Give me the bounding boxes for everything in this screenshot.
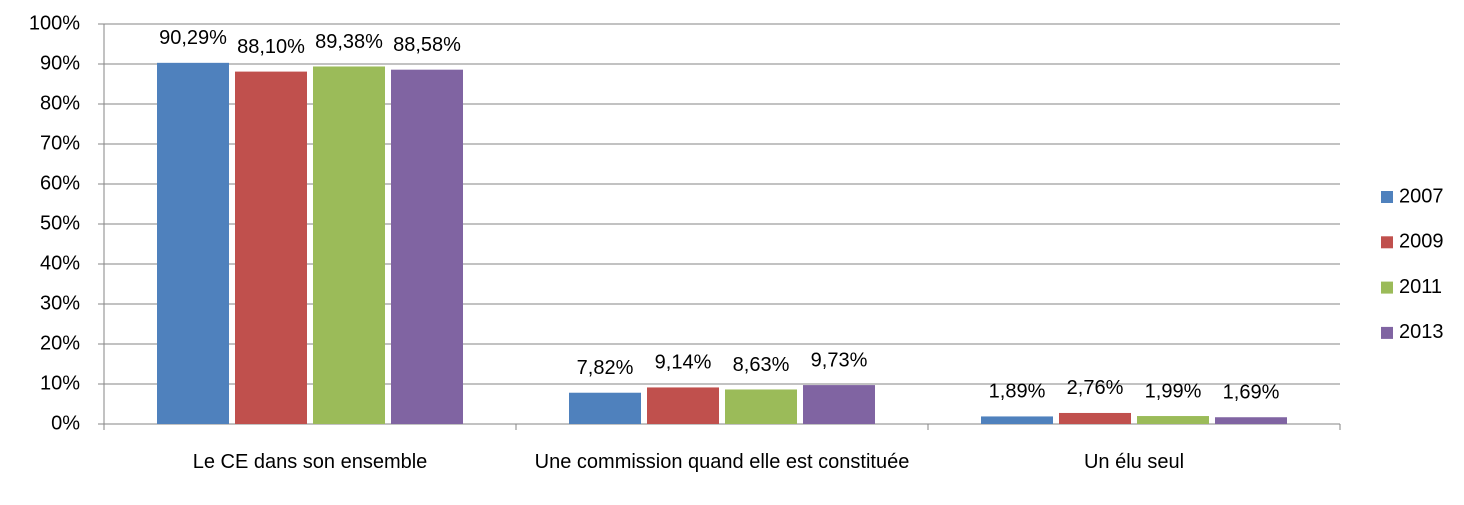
bar	[725, 389, 797, 424]
data-label: 8,63%	[733, 354, 790, 376]
bar	[981, 416, 1053, 424]
bar	[313, 66, 385, 424]
x-tick-label: Le CE dans son ensemble	[192, 451, 428, 473]
bar	[391, 69, 463, 425]
bar	[157, 62, 229, 425]
x-tick-label: Une commission quand elle est constituée	[534, 451, 910, 473]
y-tick-label: 40%	[40, 252, 80, 274]
y-tick-label: 10%	[40, 372, 80, 394]
y-tick-label: 70%	[40, 132, 80, 154]
data-label: 9,73%	[811, 349, 868, 371]
data-label: 1,69%	[1223, 382, 1280, 404]
x-tick-label: Un élu seul	[1083, 451, 1185, 473]
x-tick-label-box: Une commission quand elle est constituée	[534, 451, 910, 473]
legend-label: 2013	[1399, 321, 1444, 343]
data-label: 1,89%	[989, 381, 1046, 403]
data-label: 1,99%	[1145, 380, 1202, 402]
y-tick-label: 20%	[40, 332, 80, 354]
bar	[1137, 416, 1209, 424]
legend-swatch	[1381, 236, 1393, 249]
data-label: 88,58%	[393, 34, 461, 56]
data-label: 7,82%	[577, 357, 634, 379]
bar	[569, 392, 641, 424]
data-label: 88,10%	[237, 36, 305, 58]
legend-label: 2007	[1399, 185, 1444, 207]
y-tick-label: 50%	[40, 212, 80, 234]
bar	[235, 71, 307, 424]
data-label: 90,29%	[159, 27, 227, 49]
bar	[803, 385, 875, 424]
y-tick-label: 80%	[40, 92, 80, 114]
x-tick-label-box: Un élu seul	[1083, 451, 1185, 473]
legend-label: 2011	[1399, 276, 1442, 298]
y-tick-label: 30%	[40, 292, 80, 314]
bar	[1215, 417, 1287, 424]
data-label: 9,14%	[655, 352, 712, 374]
data-label: 89,38%	[315, 31, 383, 53]
bar	[647, 387, 719, 424]
y-tick-label: 100%	[29, 12, 80, 34]
y-tick-label: 90%	[40, 52, 80, 74]
legend-swatch	[1381, 326, 1393, 339]
legend-swatch	[1381, 281, 1393, 294]
x-tick-label-box: Le CE dans son ensemble	[192, 451, 428, 473]
data-label: 2,76%	[1067, 377, 1124, 399]
legend-swatch	[1381, 191, 1393, 203]
legend-label: 2009	[1399, 231, 1444, 253]
y-tick-label: 60%	[40, 172, 80, 194]
bar	[1059, 412, 1131, 424]
y-tick-label: 0%	[51, 412, 80, 434]
